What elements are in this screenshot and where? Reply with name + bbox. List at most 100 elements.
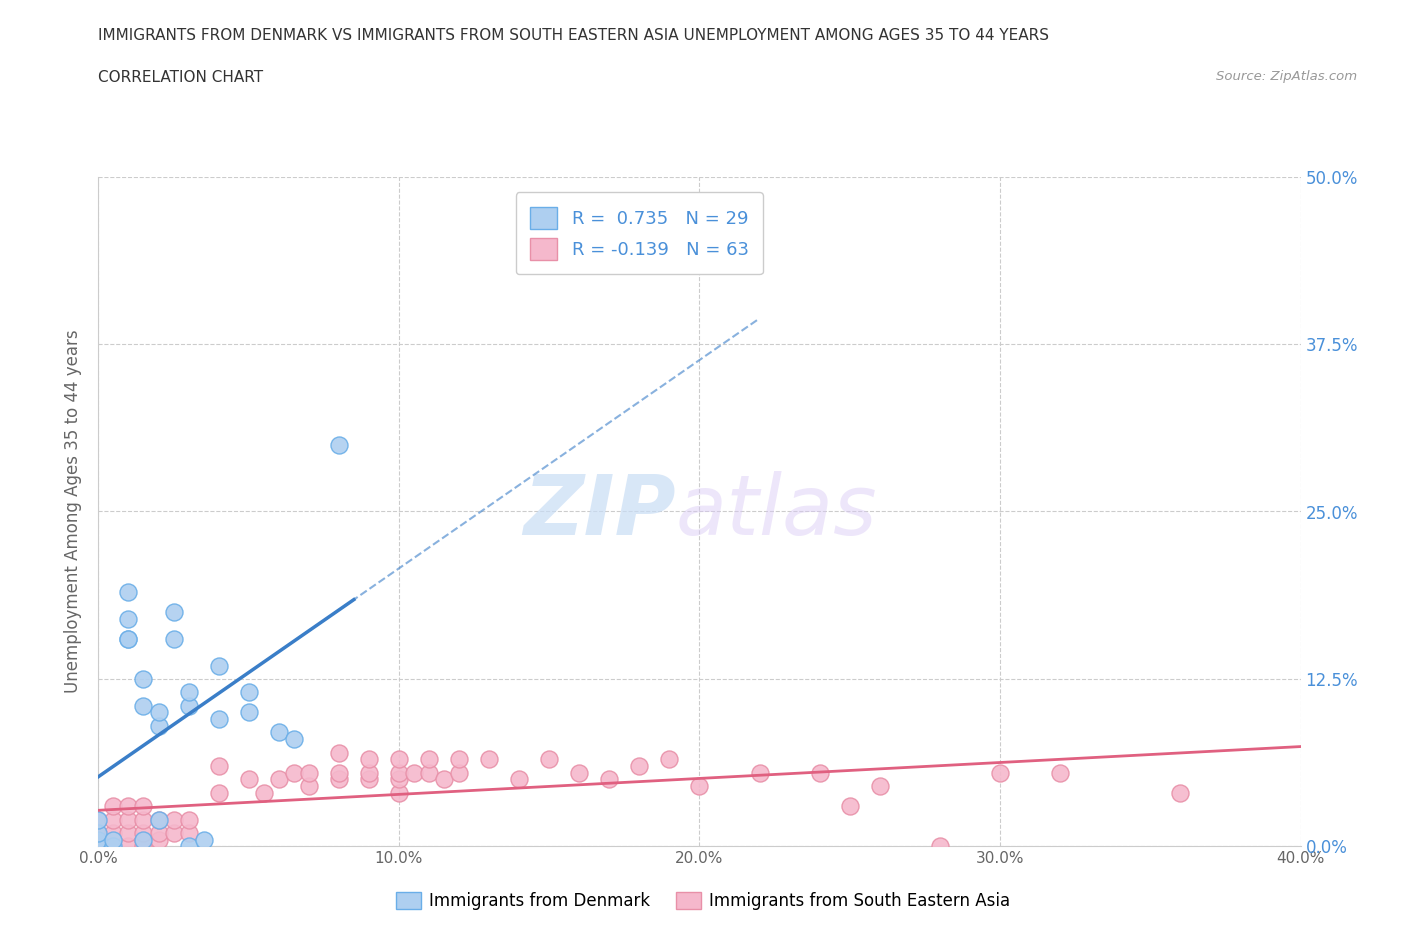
Point xyxy=(103,799,125,814)
Point xyxy=(357,772,380,787)
Point xyxy=(869,778,891,793)
Point xyxy=(253,785,276,800)
Point xyxy=(103,839,125,854)
Legend: Immigrants from Denmark, Immigrants from South Eastern Asia: Immigrants from Denmark, Immigrants from… xyxy=(389,885,1017,917)
Point xyxy=(238,772,260,787)
Point xyxy=(929,839,952,854)
Point xyxy=(328,772,350,787)
Point xyxy=(433,772,456,787)
Point xyxy=(628,759,651,774)
Point xyxy=(117,799,139,814)
Point xyxy=(388,772,411,787)
Point xyxy=(838,799,860,814)
Point xyxy=(208,759,231,774)
Point xyxy=(357,765,380,780)
Point xyxy=(357,751,380,766)
Point xyxy=(103,812,125,827)
Point xyxy=(388,765,411,780)
Point xyxy=(1049,765,1071,780)
Point xyxy=(132,698,155,713)
Point xyxy=(328,745,350,760)
Point xyxy=(208,711,231,726)
Point xyxy=(418,765,440,780)
Point xyxy=(148,812,170,827)
Point xyxy=(328,437,350,452)
Point xyxy=(87,839,110,854)
Point xyxy=(117,826,139,841)
Point xyxy=(447,751,470,766)
Point xyxy=(87,839,110,854)
Point xyxy=(87,826,110,841)
Point xyxy=(568,765,591,780)
Point xyxy=(418,751,440,766)
Point xyxy=(283,732,305,747)
Point xyxy=(177,698,200,713)
Point xyxy=(447,765,470,780)
Point xyxy=(388,785,411,800)
Point xyxy=(132,812,155,827)
Point xyxy=(478,751,501,766)
Point xyxy=(87,812,110,827)
Point xyxy=(177,684,200,699)
Point xyxy=(103,832,125,847)
Point xyxy=(162,631,184,646)
Text: CORRELATION CHART: CORRELATION CHART xyxy=(98,70,263,85)
Point xyxy=(1170,785,1192,800)
Point xyxy=(267,725,290,740)
Point xyxy=(132,671,155,686)
Point xyxy=(988,765,1011,780)
Point xyxy=(208,785,231,800)
Text: IMMIGRANTS FROM DENMARK VS IMMIGRANTS FROM SOUTH EASTERN ASIA UNEMPLOYMENT AMONG: IMMIGRANTS FROM DENMARK VS IMMIGRANTS FR… xyxy=(98,28,1049,43)
Point xyxy=(132,839,155,854)
Point xyxy=(148,826,170,841)
Point xyxy=(177,839,200,854)
Y-axis label: Unemployment Among Ages 35 to 44 years: Unemployment Among Ages 35 to 44 years xyxy=(65,330,83,693)
Legend: R =  0.735   N = 29, R = -0.139   N = 63: R = 0.735 N = 29, R = -0.139 N = 63 xyxy=(516,193,763,274)
Point xyxy=(748,765,770,780)
Point xyxy=(132,832,155,847)
Point xyxy=(658,751,681,766)
Point xyxy=(148,832,170,847)
Point xyxy=(402,765,425,780)
Point xyxy=(87,826,110,841)
Point xyxy=(508,772,530,787)
Point xyxy=(298,778,321,793)
Point xyxy=(87,812,110,827)
Point xyxy=(148,812,170,827)
Point xyxy=(238,705,260,720)
Point xyxy=(177,826,200,841)
Point xyxy=(388,751,411,766)
Point xyxy=(267,772,290,787)
Text: atlas: atlas xyxy=(675,471,877,552)
Point xyxy=(328,765,350,780)
Point xyxy=(238,684,260,699)
Point xyxy=(193,832,215,847)
Text: Source: ZipAtlas.com: Source: ZipAtlas.com xyxy=(1216,70,1357,83)
Point xyxy=(162,812,184,827)
Point xyxy=(162,604,184,619)
Point xyxy=(117,631,139,646)
Point xyxy=(598,772,620,787)
Point xyxy=(103,826,125,841)
Point xyxy=(538,751,561,766)
Text: ZIP: ZIP xyxy=(523,471,675,552)
Point xyxy=(208,658,231,673)
Point xyxy=(117,584,139,599)
Point xyxy=(132,799,155,814)
Point xyxy=(177,812,200,827)
Point xyxy=(808,765,831,780)
Point xyxy=(87,832,110,847)
Point xyxy=(132,832,155,847)
Point xyxy=(298,765,321,780)
Point xyxy=(162,826,184,841)
Point xyxy=(117,631,139,646)
Point xyxy=(117,611,139,626)
Point xyxy=(283,765,305,780)
Point xyxy=(117,839,139,854)
Point xyxy=(103,839,125,854)
Point xyxy=(148,718,170,733)
Point xyxy=(689,778,711,793)
Point xyxy=(148,705,170,720)
Point xyxy=(117,812,139,827)
Point xyxy=(132,826,155,841)
